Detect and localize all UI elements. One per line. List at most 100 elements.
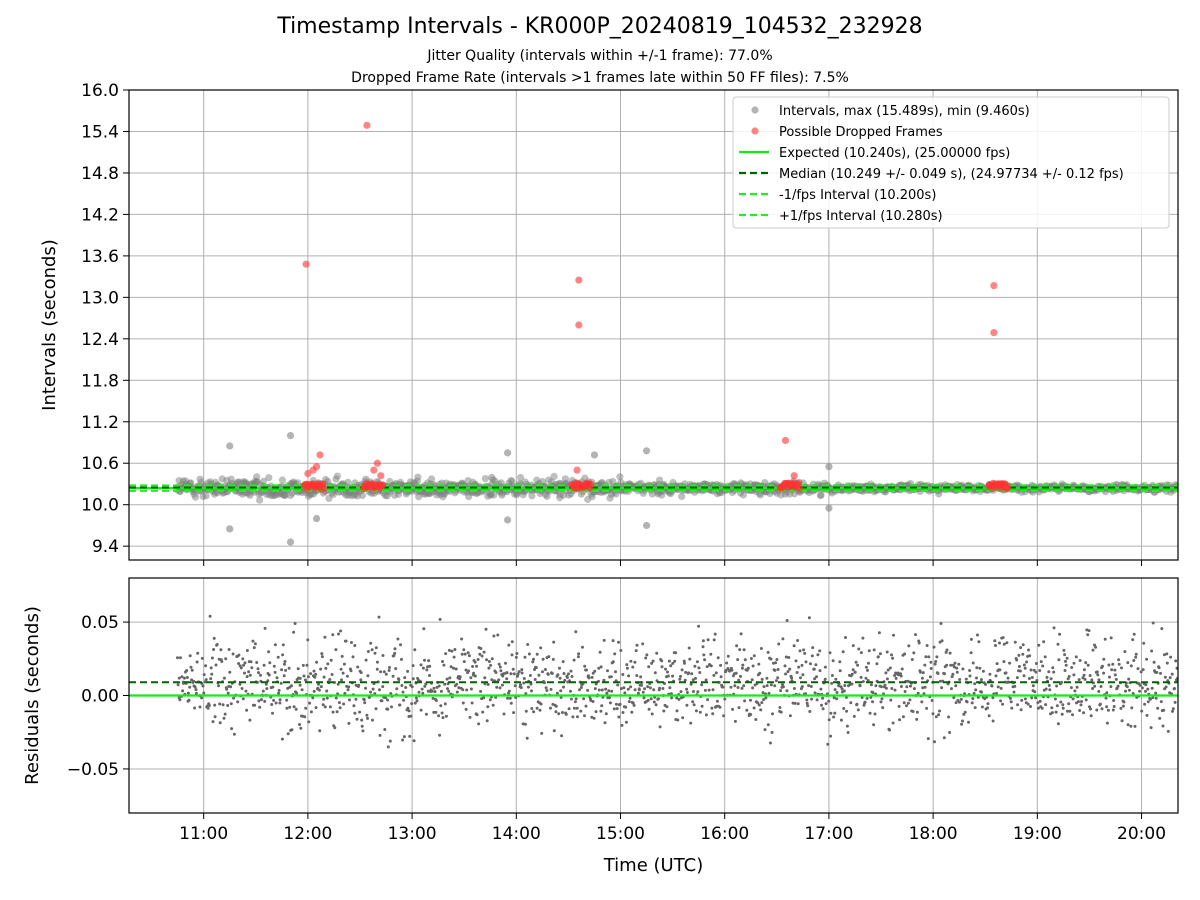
residual-point bbox=[417, 690, 421, 694]
residual-point bbox=[739, 674, 742, 678]
residual-point bbox=[816, 653, 820, 657]
residual-point bbox=[272, 698, 276, 702]
residual-point bbox=[298, 723, 301, 726]
residual-point bbox=[1134, 652, 1138, 656]
residual-point bbox=[994, 674, 998, 678]
residual-point bbox=[575, 706, 579, 710]
residual-point bbox=[801, 673, 805, 677]
residual-point bbox=[689, 721, 693, 725]
residual-point bbox=[339, 667, 343, 671]
residual-point bbox=[827, 718, 831, 722]
residual-point bbox=[1063, 653, 1067, 657]
residual-point bbox=[454, 667, 458, 671]
residual-point bbox=[209, 677, 213, 681]
residual-point bbox=[705, 665, 709, 669]
residual-point bbox=[1109, 636, 1113, 640]
residual-point bbox=[1123, 650, 1127, 654]
residual-point bbox=[884, 686, 888, 690]
residual-point bbox=[549, 706, 552, 710]
residual-point bbox=[267, 673, 271, 677]
residual-point bbox=[312, 689, 316, 693]
residual-point bbox=[419, 663, 423, 667]
residual-point bbox=[462, 660, 466, 664]
residual-point bbox=[176, 683, 180, 687]
residual-point bbox=[875, 662, 879, 666]
residual-point bbox=[222, 716, 226, 720]
residual-point bbox=[624, 705, 628, 709]
residual-point bbox=[873, 712, 877, 716]
residual-point bbox=[229, 685, 233, 689]
residual-point bbox=[981, 669, 985, 673]
residual-point bbox=[563, 678, 567, 682]
residual-point bbox=[613, 652, 617, 656]
residual-point bbox=[572, 706, 576, 710]
residual-point bbox=[1105, 721, 1109, 725]
residual-point bbox=[188, 654, 192, 658]
residual-point bbox=[1131, 638, 1135, 642]
residual-point bbox=[655, 651, 659, 655]
residual-point bbox=[979, 678, 983, 682]
residual-point bbox=[245, 649, 249, 652]
residual-point bbox=[1105, 691, 1109, 695]
residual-point bbox=[547, 655, 551, 659]
residual-point bbox=[856, 663, 860, 667]
residual-point bbox=[443, 682, 447, 686]
residual-point bbox=[1034, 670, 1038, 674]
residual-point bbox=[1025, 660, 1029, 664]
residual-point bbox=[195, 660, 199, 664]
dropped-cluster-point bbox=[587, 480, 595, 488]
residual-point bbox=[835, 691, 839, 694]
residual-point bbox=[1060, 712, 1064, 716]
residual-point bbox=[419, 708, 423, 712]
residual-point bbox=[978, 666, 982, 670]
residual-point bbox=[229, 702, 233, 706]
residual-point bbox=[1004, 671, 1008, 675]
residual-point bbox=[921, 671, 925, 675]
residual-point bbox=[1061, 706, 1065, 710]
residual-point bbox=[471, 665, 475, 668]
residual-point bbox=[1171, 709, 1174, 713]
residual-point bbox=[441, 716, 445, 720]
dropped-point bbox=[377, 472, 385, 480]
residual-point bbox=[709, 652, 713, 656]
residual-point bbox=[507, 643, 511, 647]
residual-point bbox=[644, 656, 648, 660]
residual-point bbox=[920, 676, 924, 680]
residual-point bbox=[671, 674, 675, 678]
residual-point bbox=[306, 675, 310, 679]
residual-point bbox=[1094, 645, 1098, 649]
residual-point bbox=[282, 662, 286, 666]
residual-point bbox=[617, 715, 621, 719]
residual-point bbox=[399, 643, 402, 647]
residual-point bbox=[893, 688, 897, 692]
residual-point bbox=[201, 684, 205, 688]
residual-point bbox=[186, 691, 190, 695]
residual-point bbox=[604, 712, 608, 716]
dropped-cluster-point bbox=[1004, 483, 1012, 492]
residual-point bbox=[792, 687, 796, 690]
residual-point bbox=[1170, 672, 1174, 676]
residual-point bbox=[507, 689, 511, 693]
residual-point bbox=[702, 653, 706, 657]
residual-point bbox=[217, 684, 220, 688]
residual-point bbox=[237, 653, 241, 657]
residual-point bbox=[823, 665, 827, 669]
residual-point bbox=[1045, 675, 1049, 679]
residual-point bbox=[594, 710, 598, 714]
residual-point bbox=[304, 678, 307, 682]
residual-point bbox=[413, 648, 417, 652]
residual-point bbox=[614, 670, 617, 674]
intervals-panel: 9.4 10.0 10.6 11.2 11.8 12.4 13.0 13.6 14.2 14.8 1… bbox=[39, 81, 1179, 566]
residual-point bbox=[1052, 626, 1056, 630]
residual-point bbox=[342, 702, 346, 706]
residual-point bbox=[1065, 709, 1069, 713]
residual-point bbox=[393, 647, 397, 651]
residual-point bbox=[867, 661, 870, 665]
residual-point bbox=[641, 642, 645, 646]
residual-point bbox=[371, 687, 375, 691]
residual-point bbox=[1093, 684, 1097, 688]
residual-point bbox=[441, 660, 444, 663]
interval-outlier-point bbox=[226, 442, 234, 450]
residual-point bbox=[190, 668, 194, 672]
residual-point bbox=[238, 682, 242, 686]
